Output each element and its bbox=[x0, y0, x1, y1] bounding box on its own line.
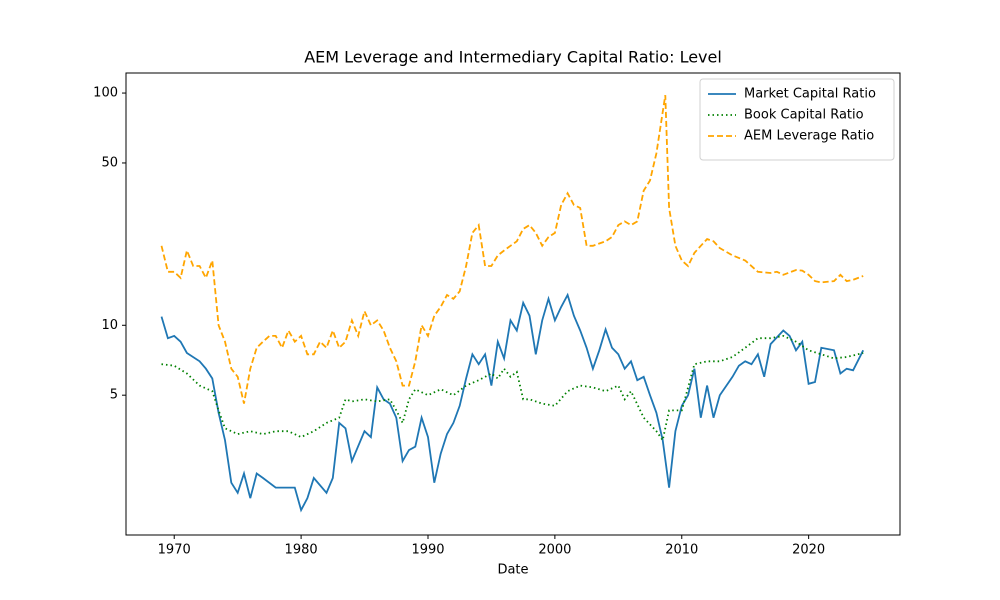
y-tick-label: 10 bbox=[101, 318, 118, 333]
x-tick-label: 2020 bbox=[792, 543, 825, 558]
y-tick-label: 5 bbox=[110, 388, 118, 403]
legend-label: AEM Leverage Ratio bbox=[744, 129, 874, 144]
series-line bbox=[160, 292, 865, 513]
legend-box bbox=[699, 78, 895, 161]
y-tick-label: 50 bbox=[101, 155, 118, 170]
x-tick-label: 2000 bbox=[538, 543, 571, 558]
legend-label: Book Capital Ratio bbox=[744, 108, 864, 123]
legend-label: Market Capital Ratio bbox=[744, 87, 876, 102]
x-tick-label: 1970 bbox=[158, 543, 191, 558]
y-tick-label: 100 bbox=[93, 86, 118, 101]
series-line bbox=[160, 94, 864, 404]
plot-frame bbox=[125, 72, 901, 536]
x-axis-label: Date bbox=[497, 563, 528, 578]
x-tick-label: 2010 bbox=[665, 543, 698, 558]
x-tick-label: 1990 bbox=[411, 543, 444, 558]
chart-title: AEM Leverage and Intermediary Capital Ra… bbox=[304, 48, 722, 67]
x-tick-label: 1980 bbox=[285, 543, 318, 558]
